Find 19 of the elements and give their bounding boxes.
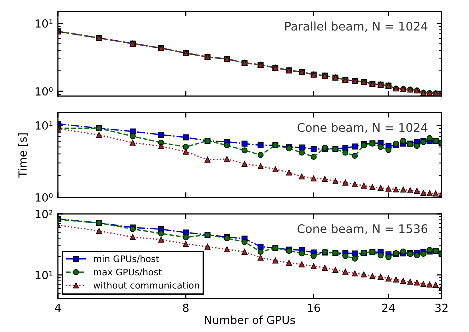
annotation: Cone beam, N = 1024 (298, 123, 428, 134)
x-axis-title: Number of GPUs (205, 316, 296, 324)
y-tick-label: 10⁰ (36, 87, 53, 96)
x-tick-label: 4 (55, 304, 62, 312)
x-tick-label: 24 (382, 304, 396, 312)
y-tick-label: 10⁰ (36, 194, 53, 202)
y-tick-label: 10¹ (36, 271, 53, 280)
legend-label: without communication (94, 282, 200, 289)
y-tick-label: 10¹ (36, 122, 53, 130)
legend-label: min GPUs/host (94, 255, 160, 264)
y-tick-label: 10¹ (36, 20, 53, 28)
y-axis-title: Time [s] (18, 134, 28, 178)
x-tick-label: 32 (436, 304, 448, 312)
x-tick-label: 8 (183, 304, 189, 312)
annotation: Parallel beam, N = 1024 (285, 22, 428, 32)
legend-label: max GPUs/host (94, 268, 162, 276)
annotation: Cone beam, N = 1536 (298, 224, 428, 235)
y-tick-label: 10² (36, 210, 53, 219)
x-tick-label: 16 (308, 304, 320, 312)
